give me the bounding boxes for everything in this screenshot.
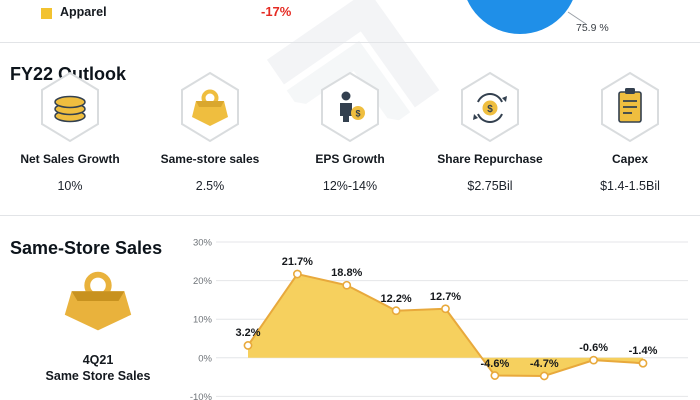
outlook-item-capex: Capex $1.4-1.5Bil <box>560 71 700 193</box>
donut-leader-line <box>567 11 587 25</box>
outlook-item-net-sales: Net Sales Growth 10% <box>0 71 140 193</box>
outlook-item-value: $1.4-1.5Bil <box>600 179 660 193</box>
coins-icon <box>41 71 99 143</box>
area-chart-canvas: 30% 20% 10% 0% -10% <box>190 238 688 400</box>
outlook-item-label: Share Repurchase <box>437 152 543 166</box>
divider-middle <box>0 215 700 216</box>
quarter-label: 4Q21 <box>82 353 114 367</box>
outlook-item-value: 2.5% <box>195 179 225 193</box>
chart-point-label: -4.7% <box>529 357 559 370</box>
donut-chart <box>450 0 620 42</box>
svg-text:20%: 20% <box>193 276 213 287</box>
svg-text:-10%: -10% <box>190 392 213 400</box>
chart-point-label: 12.7% <box>429 290 462 303</box>
apparel-change-value: -17% <box>261 4 292 19</box>
same-store-section-title: Same-Store Sales <box>10 237 163 258</box>
chart-point-label: -0.6% <box>579 342 608 355</box>
outlook-item-value: $2.75Bil <box>467 179 513 193</box>
outlook-item-label: EPS Growth <box>315 152 385 166</box>
svg-text:30%: 30% <box>193 238 213 249</box>
outlook-item-label: Capex <box>611 152 649 166</box>
outlook-item-value: 12%-14% <box>322 179 378 193</box>
repurchase-icon: $ <box>461 71 519 143</box>
apparel-legend-swatch <box>41 8 52 19</box>
shopping-bag-icon <box>64 271 132 331</box>
donut-slice <box>467 0 573 34</box>
outlook-item-value: 10% <box>57 179 83 193</box>
svg-text:$: $ <box>355 109 360 119</box>
chart-point-label: 21.7% <box>281 256 313 269</box>
chart-point-label: 12.2% <box>380 292 412 305</box>
svg-text:0%: 0% <box>198 353 212 364</box>
svg-text:$: $ <box>487 104 493 115</box>
svg-text:10%: 10% <box>193 315 213 326</box>
chart-point-label: -4.6% <box>480 357 510 370</box>
brand-watermark-icon <box>266 0 440 126</box>
person-dollar-icon: $ <box>321 71 379 143</box>
same-store-caption-block: 4Q21 Same Store Sales <box>38 260 158 383</box>
outlook-item-label: Same-store sales <box>160 152 260 166</box>
bag-icon <box>181 71 239 143</box>
document-icon <box>601 71 659 143</box>
outlook-row: Net Sales Growth 10% Same-store sales 2.… <box>0 71 700 193</box>
outlook-item-label: Net Sales Growth <box>20 152 120 166</box>
divider-top <box>0 42 700 43</box>
apparel-legend-label: Apparel <box>60 5 107 19</box>
chart-point-label: 18.8% <box>331 267 363 280</box>
chart-caption: Same Store Sales <box>45 369 151 383</box>
donut-value-label: 75.9 % <box>576 22 609 34</box>
outlook-item-same-store: Same-store sales 2.5% <box>140 71 280 193</box>
same-store-sales-chart: 30% 20% 10% 0% -10% 3.2% 21.7% 18.8% 12.2% 12.7%… <box>188 236 694 400</box>
outlook-item-eps: $ EPS Growth 12%-14% <box>280 71 420 193</box>
chart-point-label: -1.4% <box>628 345 658 358</box>
outlook-item-repurchase: $ Share Repurchase $2.75Bil <box>420 71 560 193</box>
chart-point-label: 3.2% <box>235 327 261 340</box>
